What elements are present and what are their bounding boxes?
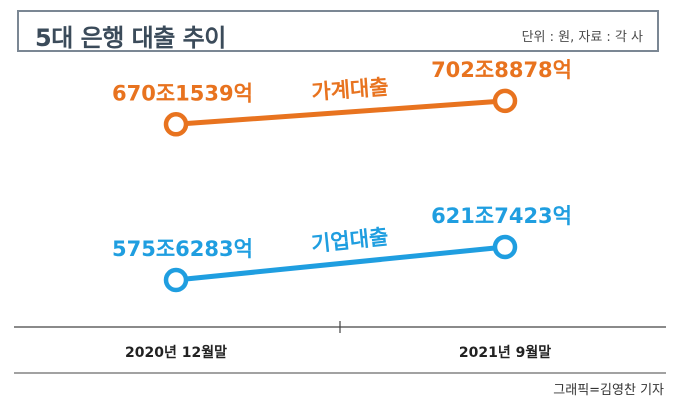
chart-title: 5대 은행 대출 추이 (35, 24, 226, 52)
data-label-corporate-2020: 575조6283억 (112, 237, 253, 261)
x-tick-label-1: 2021년 9월말 (459, 344, 551, 361)
series-line-corporate (173, 244, 508, 283)
point-household-2021 (492, 88, 518, 114)
point-corporate-2020 (163, 267, 189, 293)
data-label-corporate-2021: 621조7423억 (431, 204, 572, 228)
title-box: 5대 은행 대출 추이 단위 : 원, 자료 : 각 사 (17, 10, 659, 52)
data-label-household-2021: 702조8878억 (431, 58, 572, 82)
series-name-corporate: 기업대출 (310, 225, 389, 257)
x-tick-label-0: 2020년 12월말 (125, 344, 227, 361)
graphic-credit: 그래픽=김영찬 기자 (553, 383, 664, 398)
data-label-household-2020: 670조1539억 (112, 81, 253, 105)
series-name-household: 가계대출 (311, 75, 390, 104)
point-corporate-2021 (492, 234, 518, 260)
unit-source-note: 단위 : 원, 자료 : 각 사 (521, 30, 643, 45)
point-household-2020 (163, 112, 189, 137)
series-line-household (173, 98, 508, 127)
